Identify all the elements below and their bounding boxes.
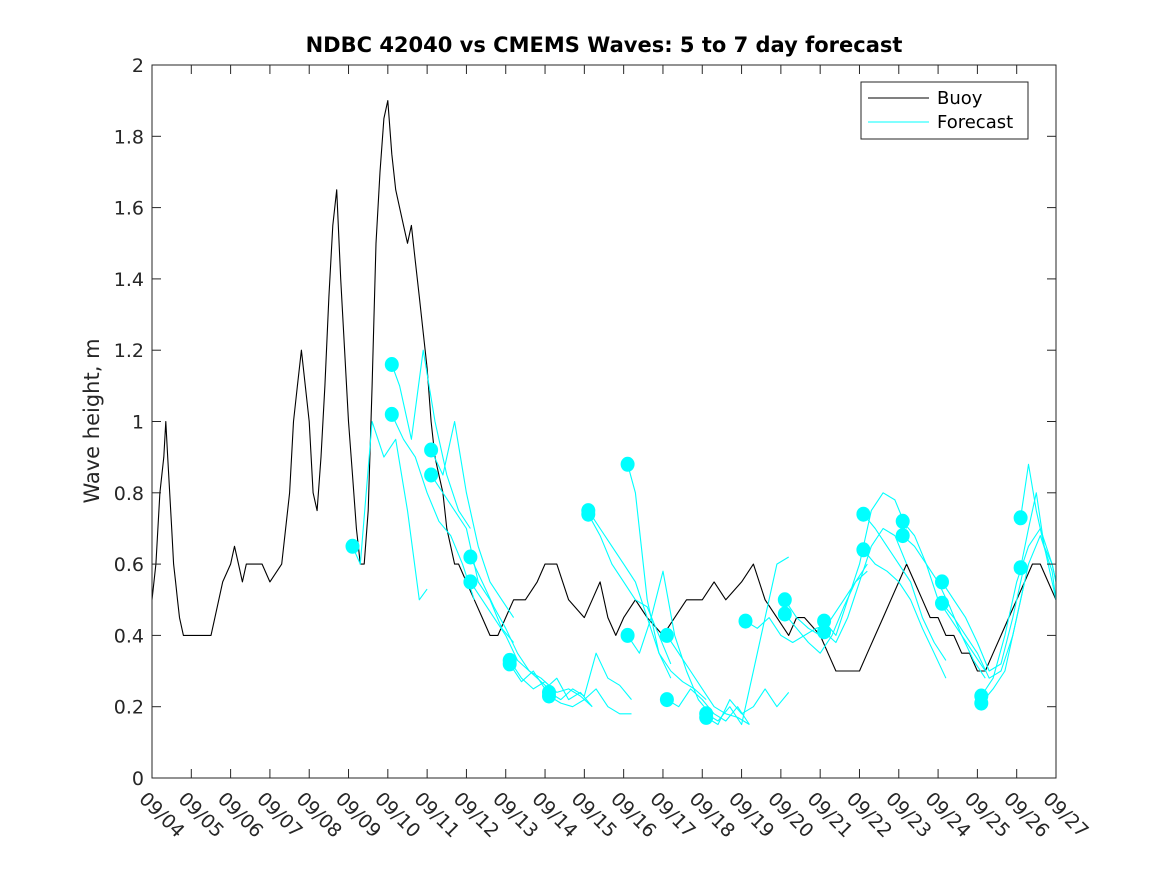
y-tick-label: 1.6 (114, 198, 144, 220)
legend: Buoy Forecast (860, 81, 1029, 140)
forecast-start-marker-23 (817, 624, 832, 640)
forecast-start-marker-32 (1013, 510, 1028, 526)
plot-area (152, 65, 1056, 778)
forecast-start-marker-5 (463, 549, 478, 565)
legend-box (860, 81, 1029, 140)
y-tick-label: 1.2 (114, 340, 144, 362)
axis-ticks (151, 64, 1057, 779)
forecast-line-23 (823, 527, 908, 644)
forecast-start-marker-33 (1013, 560, 1028, 576)
forecast-start-marker-12 (581, 506, 596, 522)
buoy-line (151, 100, 1057, 672)
forecast-line-28 (941, 563, 1026, 672)
forecast-line-13 (627, 464, 707, 701)
forecast-start-marker-8 (502, 656, 517, 672)
forecast-start-marker-3 (424, 442, 439, 458)
forecast-start-marker-19 (738, 613, 753, 629)
forecast-line-3 (430, 420, 515, 618)
forecast-start-marker-10 (542, 688, 556, 704)
forecast-line-10 (548, 688, 632, 715)
forecast-line-27 (902, 535, 986, 679)
forecast-start-marker-26 (895, 513, 910, 529)
y-tick-label: 1.4 (114, 269, 144, 291)
forecast-start-marker-13 (620, 456, 635, 472)
forecast-start-marker-29 (935, 595, 949, 611)
forecast-line-12 (587, 513, 672, 665)
forecast-start-marker-15 (659, 627, 674, 643)
forecast-line-19 (745, 617, 829, 644)
forecast-start-marker-18 (699, 709, 714, 725)
y-tick-label: 1.8 (114, 126, 144, 148)
legend-forecast-label: Forecast (937, 112, 1013, 133)
chart-title: NDBC 42040 vs CMEMS Waves: 5 to 7 day fo… (306, 33, 903, 57)
forecast-series (351, 349, 1057, 726)
forecast-line-25 (862, 549, 947, 679)
forecast-start-marker-6 (463, 574, 478, 590)
forecast-start-marker-31 (974, 695, 989, 711)
y-axis-label: Wave height, m (80, 338, 104, 503)
forecast-line-8 (509, 663, 593, 708)
forecast-start-marker-14 (620, 627, 635, 643)
forecast-line-9 (548, 652, 632, 701)
y-tick-label: 2 (132, 55, 144, 77)
forecast-start-marker-4 (424, 467, 439, 483)
forecast-line-22 (823, 492, 908, 636)
forecast-start-marker-0 (345, 538, 360, 554)
forecast-start-marker-28 (935, 574, 949, 590)
forecast-start-marker-20 (777, 592, 792, 608)
forecast-line-1 (391, 349, 471, 529)
legend-buoy-label: Buoy (937, 88, 983, 109)
forecast-line-15 (666, 635, 750, 725)
forecast-line-21 (784, 570, 868, 654)
y-tick-label: 1 (132, 412, 144, 434)
forecast-line-32 (1020, 463, 1057, 583)
forecast-line-31 (980, 535, 1057, 704)
y-tick-label: 0 (132, 768, 144, 790)
forecast-line-24 (862, 513, 947, 661)
y-tick-label: 0.6 (114, 554, 144, 576)
forecast-line-18 (705, 688, 790, 726)
forecast-line-0 (351, 420, 428, 601)
forecast-start-marker-24 (856, 506, 871, 522)
y-tick-label: 0.8 (114, 483, 144, 505)
forecast-start-marker-25 (856, 542, 871, 558)
forecast-line-17 (705, 556, 789, 726)
buoy-series (151, 100, 1057, 672)
forecast-start-marker-27 (895, 528, 910, 544)
forecast-start-marker-16 (659, 692, 674, 708)
forecast-start-markers (345, 357, 1028, 725)
y-tick-label: 0.2 (114, 697, 144, 719)
forecast-start-marker-1 (384, 357, 399, 372)
forecast-start-marker-2 (384, 406, 399, 422)
y-tick-label: 0.4 (114, 625, 144, 647)
forecast-start-marker-22 (817, 613, 832, 629)
forecast-line-11 (587, 510, 672, 679)
forecast-line-2 (391, 414, 475, 600)
forecast-start-marker-21 (777, 606, 792, 622)
forecast-line-33 (1020, 492, 1057, 600)
forecast-line-5 (469, 556, 554, 690)
forecast-line-29 (941, 581, 1026, 679)
